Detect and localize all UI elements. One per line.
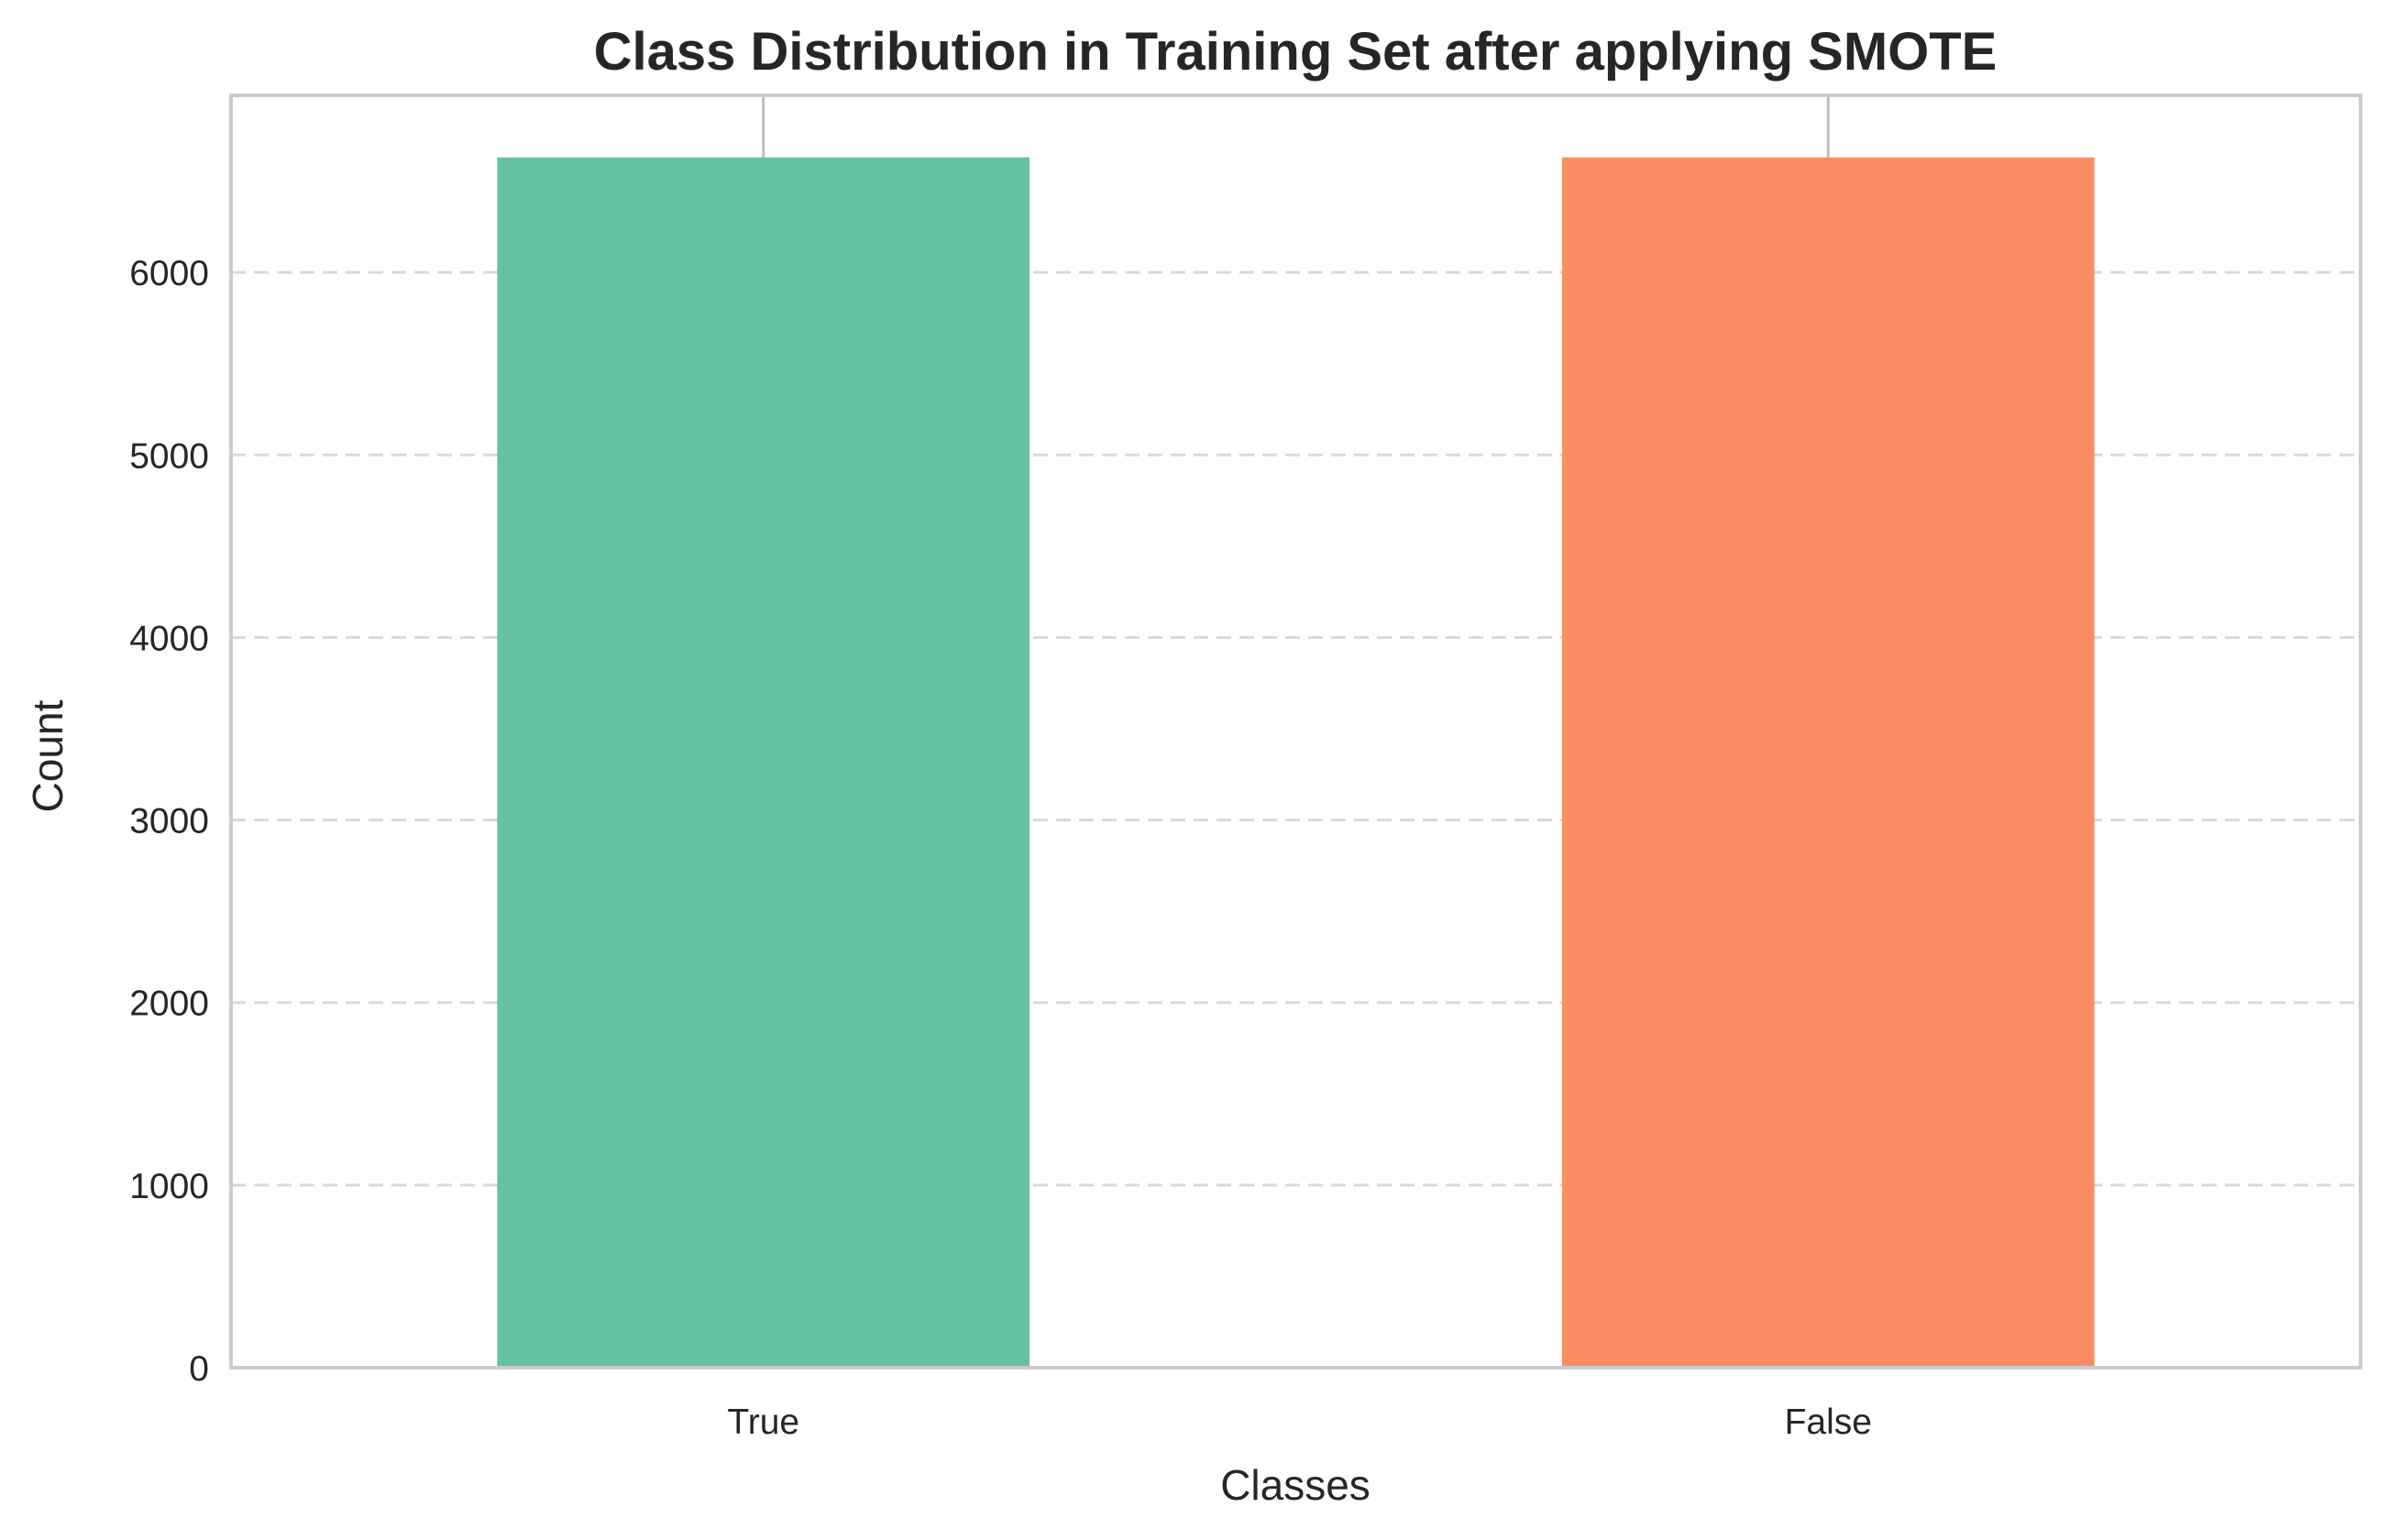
y-tick-label: 1000 xyxy=(129,1167,209,1206)
y-tick-labels: 0 1000 2000 3000 4000 5000 6000 xyxy=(129,254,209,1389)
y-tick-label: 4000 xyxy=(129,619,209,658)
bars xyxy=(497,157,2095,1369)
x-tick-labels: True False xyxy=(727,1402,1872,1442)
x-axis-label: Classes xyxy=(1220,1461,1371,1509)
chart-title: Class Distribution in Training Set after… xyxy=(594,22,1998,82)
y-tick-label: 2000 xyxy=(129,984,209,1024)
y-tick-label: 5000 xyxy=(129,436,209,476)
y-tick-label: 0 xyxy=(189,1349,209,1389)
plot-frame xyxy=(229,94,2362,1370)
error-bars xyxy=(762,95,1830,158)
x-tick-label: False xyxy=(1785,1402,1872,1442)
y-tick-label: 3000 xyxy=(129,802,209,842)
bar-false xyxy=(1561,157,2095,1369)
x-tick-label: True xyxy=(727,1402,799,1442)
bar-true xyxy=(497,157,1030,1369)
y-tick-label: 6000 xyxy=(129,254,209,293)
y-axis-label: Count xyxy=(24,699,72,812)
